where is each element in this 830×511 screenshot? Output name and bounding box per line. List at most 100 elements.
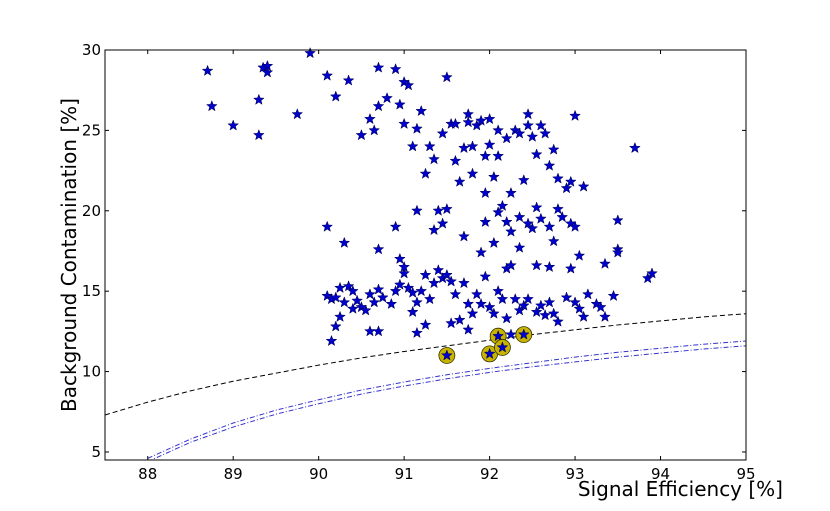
star-point xyxy=(453,313,466,326)
star-point xyxy=(492,124,505,136)
star-point xyxy=(483,112,496,125)
star-point xyxy=(419,318,432,330)
reference-curve-2 xyxy=(147,340,746,459)
star-point xyxy=(462,116,475,128)
star-point xyxy=(372,100,385,112)
star-point xyxy=(552,172,564,184)
star-point xyxy=(594,301,607,313)
star-point xyxy=(526,222,539,234)
star-point xyxy=(641,272,654,284)
plot-area xyxy=(105,50,746,460)
star-point xyxy=(564,262,577,274)
star-point xyxy=(432,264,445,276)
star-point xyxy=(530,148,543,160)
star-point xyxy=(201,64,214,76)
star-point xyxy=(398,260,411,273)
star-point xyxy=(547,143,560,155)
star-point xyxy=(475,297,487,310)
star-point xyxy=(560,291,573,303)
star-point xyxy=(492,149,505,162)
star-point xyxy=(543,220,556,232)
star-point xyxy=(607,289,620,302)
star-point xyxy=(393,252,406,265)
star-point xyxy=(556,211,569,223)
star-point xyxy=(628,141,641,154)
y-tick-label: 5 xyxy=(91,443,101,461)
star-point xyxy=(338,236,351,248)
star-point xyxy=(372,61,385,73)
x-tick-label: 90 xyxy=(309,465,328,483)
star-point xyxy=(368,124,381,136)
star-point xyxy=(458,230,470,242)
star-point xyxy=(381,92,393,104)
star-point xyxy=(372,283,385,295)
star-point xyxy=(569,220,581,232)
star-point xyxy=(552,315,564,327)
star-point xyxy=(581,288,594,300)
star-point xyxy=(569,109,581,121)
star-point xyxy=(445,275,458,287)
star-point xyxy=(346,302,359,314)
star-point xyxy=(522,217,534,229)
star-point xyxy=(205,100,218,112)
star-point xyxy=(475,114,487,126)
star-point xyxy=(530,201,543,213)
star-point xyxy=(261,66,274,78)
star-point xyxy=(513,304,526,316)
star-point xyxy=(505,328,517,340)
star-point xyxy=(479,270,492,282)
star-point xyxy=(530,259,543,271)
star-point xyxy=(466,307,479,319)
highlighted-star-point xyxy=(496,341,509,353)
star-point xyxy=(470,288,483,300)
x-axis-label: Signal Efficiency [%] xyxy=(578,477,783,501)
star-point xyxy=(393,278,406,290)
star-point xyxy=(517,299,530,311)
star-point xyxy=(406,305,419,318)
star-point xyxy=(577,180,590,192)
star-point xyxy=(423,293,436,305)
star-point xyxy=(466,140,479,152)
star-point xyxy=(458,141,470,154)
x-tick-label: 94 xyxy=(651,465,670,483)
star-point xyxy=(530,305,543,318)
x-tick-label: 93 xyxy=(566,465,585,483)
star-point xyxy=(513,211,526,223)
y-tick-label: 10 xyxy=(82,363,101,381)
star-point xyxy=(372,325,385,337)
star-point xyxy=(573,249,586,261)
star-point xyxy=(543,159,556,171)
star-point xyxy=(475,246,487,258)
star-point xyxy=(449,154,462,166)
highlighted-star-point xyxy=(440,349,453,361)
star-point xyxy=(411,204,423,216)
plot-frame xyxy=(104,49,747,461)
star-point xyxy=(517,174,530,186)
x-tick-label: 92 xyxy=(480,465,499,483)
highlighted-star-point xyxy=(517,328,530,340)
star-point xyxy=(458,276,470,289)
star-point xyxy=(334,310,346,322)
star-point xyxy=(492,284,505,297)
star-point xyxy=(385,297,398,310)
star-point xyxy=(534,299,547,311)
scatter-points xyxy=(201,47,658,364)
star-point xyxy=(646,267,658,279)
star-point xyxy=(543,296,556,308)
star-point xyxy=(483,138,496,150)
star-point xyxy=(611,246,624,258)
star-point xyxy=(428,276,440,289)
star-point xyxy=(487,170,500,183)
star-point xyxy=(466,167,479,179)
y-axis-ticks: 5 10 15 20 25 30 xyxy=(82,41,746,461)
star-point xyxy=(449,117,462,129)
star-point xyxy=(569,296,581,308)
star-point xyxy=(513,127,526,139)
x-tick-label: 95 xyxy=(736,465,755,483)
star-point xyxy=(453,175,466,187)
star-point xyxy=(522,293,534,305)
star-point xyxy=(325,334,338,347)
star-point xyxy=(487,236,500,248)
star-point xyxy=(419,167,432,179)
